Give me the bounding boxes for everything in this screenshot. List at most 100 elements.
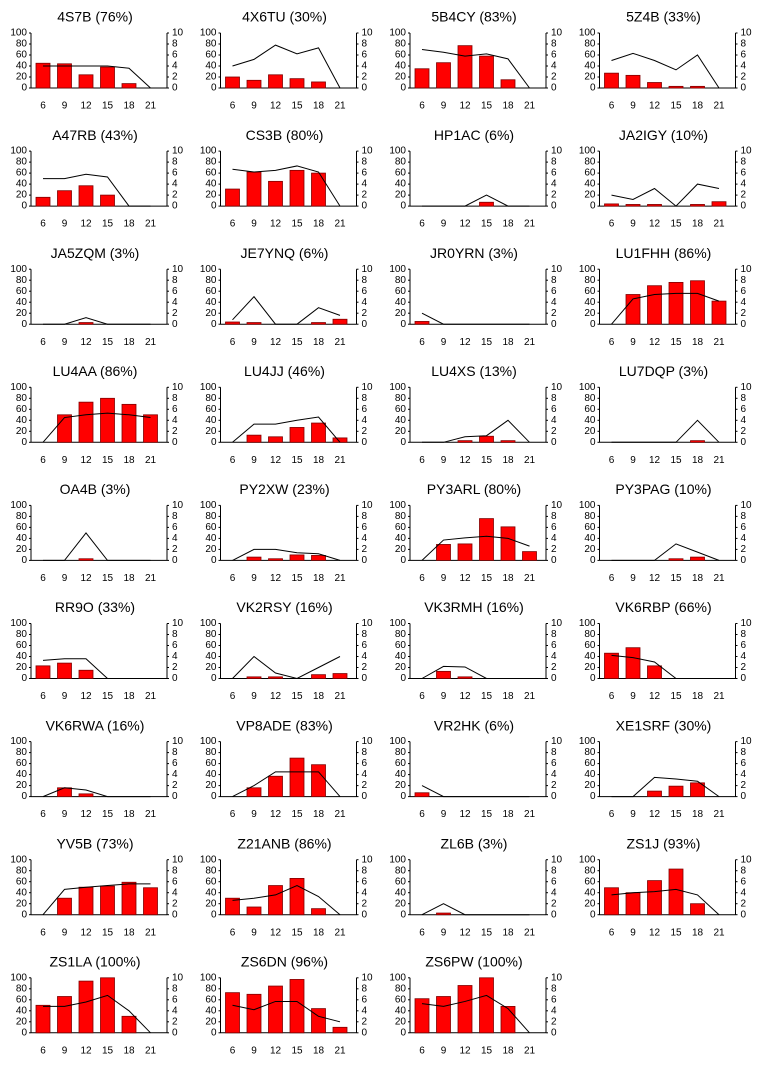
bar bbox=[690, 204, 705, 207]
bar bbox=[100, 66, 115, 89]
y-tick-label: 100 bbox=[10, 854, 27, 865]
y-tick-label: 40 bbox=[205, 179, 217, 190]
y2-tick-label: 8 bbox=[551, 865, 557, 876]
y-tick-label: 0 bbox=[400, 1027, 406, 1038]
y2-tick-label: 2 bbox=[741, 662, 747, 673]
y-tick-label: 40 bbox=[205, 1005, 217, 1016]
y2-tick-label: 6 bbox=[172, 640, 178, 651]
y-tick-label: 20 bbox=[16, 308, 28, 319]
bar bbox=[246, 434, 262, 443]
y-tick-label: 20 bbox=[584, 780, 596, 791]
y2-tick-label: 2 bbox=[741, 190, 747, 201]
y-tick-label: 40 bbox=[16, 533, 28, 544]
x-tick-label: 9 bbox=[62, 1045, 68, 1056]
y-tick-label: 80 bbox=[205, 747, 217, 758]
bar bbox=[35, 1004, 51, 1034]
y-tick-label: 20 bbox=[395, 662, 407, 673]
y2-tick-label: 6 bbox=[362, 50, 368, 61]
x-tick-label: 9 bbox=[251, 1045, 257, 1056]
bar bbox=[711, 300, 727, 325]
y2-tick-label: 0 bbox=[551, 673, 557, 684]
y2-tick-label: 8 bbox=[741, 865, 747, 876]
y-tick-label: 40 bbox=[205, 533, 217, 544]
bar bbox=[332, 673, 348, 679]
y2-tick-label: 8 bbox=[551, 39, 557, 50]
y-tick-label: 100 bbox=[200, 500, 217, 511]
y-tick-label: 20 bbox=[205, 780, 217, 791]
y2-tick-label: 10 bbox=[741, 382, 753, 393]
y2-tick-label: 6 bbox=[551, 286, 557, 297]
y2-tick-label: 0 bbox=[172, 791, 178, 802]
bar bbox=[225, 992, 240, 1034]
y-tick-label: 0 bbox=[400, 319, 406, 330]
y2-tick-label: 2 bbox=[172, 308, 178, 319]
y-tick-label: 60 bbox=[395, 994, 407, 1005]
chart-title: ZS6DN (96%) bbox=[241, 954, 328, 970]
bar bbox=[57, 190, 72, 207]
y2-tick-label: 2 bbox=[362, 190, 368, 201]
bar bbox=[268, 436, 283, 443]
x-tick-label: 9 bbox=[251, 809, 257, 820]
y-tick-label: 20 bbox=[395, 898, 407, 909]
y2-tick-label: 8 bbox=[362, 865, 368, 876]
x-tick-label: 6 bbox=[419, 809, 425, 820]
line bbox=[232, 44, 341, 89]
x-tick-label: 18 bbox=[313, 101, 325, 112]
y2-tick-label: 8 bbox=[172, 747, 178, 758]
y-tick-label: 0 bbox=[400, 83, 406, 94]
y2-tick-label: 6 bbox=[551, 404, 557, 415]
y2-tick-label: 8 bbox=[741, 275, 747, 286]
bar bbox=[57, 897, 72, 916]
y2-tick-label: 8 bbox=[741, 39, 747, 50]
y2-tick-label: 6 bbox=[362, 640, 368, 651]
y2-tick-label: 8 bbox=[172, 865, 178, 876]
bar bbox=[311, 674, 326, 679]
y-tick-label: 40 bbox=[395, 769, 407, 780]
y-tick-label: 60 bbox=[395, 50, 407, 61]
y-tick-label: 20 bbox=[205, 308, 217, 319]
y2-tick-label: 2 bbox=[172, 898, 178, 909]
y-tick-label: 60 bbox=[395, 168, 407, 179]
x-tick-label: 21 bbox=[334, 219, 346, 230]
x-tick-label: 21 bbox=[334, 1045, 346, 1056]
x-tick-label: 15 bbox=[102, 455, 114, 466]
y-tick-label: 20 bbox=[395, 1016, 407, 1027]
y2-tick-label: 2 bbox=[362, 72, 368, 83]
bar bbox=[625, 647, 641, 679]
x-tick-label: 12 bbox=[459, 927, 471, 938]
bar bbox=[78, 558, 94, 561]
y2-tick-label: 8 bbox=[172, 629, 178, 640]
line bbox=[422, 419, 530, 443]
y2-tick-label: 0 bbox=[741, 909, 747, 920]
bar bbox=[143, 414, 158, 443]
bar bbox=[647, 285, 662, 325]
y2-tick-label: 8 bbox=[362, 983, 368, 994]
y-tick-label: 40 bbox=[16, 179, 28, 190]
bar bbox=[668, 785, 684, 798]
x-tick-label: 21 bbox=[524, 337, 536, 348]
y-tick-label: 0 bbox=[21, 673, 27, 684]
bar bbox=[457, 543, 473, 561]
y-tick-label: 100 bbox=[200, 28, 217, 39]
y-tick-label: 80 bbox=[584, 511, 596, 522]
bar bbox=[436, 912, 451, 916]
y-tick-label: 100 bbox=[200, 382, 217, 393]
bar bbox=[78, 322, 94, 325]
y2-tick-label: 8 bbox=[741, 393, 747, 404]
bar bbox=[500, 526, 516, 561]
y-tick-label: 20 bbox=[16, 72, 28, 83]
x-tick-label: 15 bbox=[291, 1045, 303, 1056]
y-tick-label: 40 bbox=[395, 179, 407, 190]
x-tick-label: 6 bbox=[230, 337, 236, 348]
y-tick-label: 100 bbox=[389, 500, 406, 511]
x-tick-label: 12 bbox=[80, 219, 92, 230]
y-tick-label: 60 bbox=[584, 522, 596, 533]
bar bbox=[604, 652, 619, 679]
bar bbox=[246, 906, 262, 916]
y-tick-label: 60 bbox=[584, 50, 596, 61]
y2-tick-label: 8 bbox=[362, 39, 368, 50]
y-tick-label: 60 bbox=[395, 876, 407, 887]
x-tick-label: 15 bbox=[291, 573, 303, 584]
bar bbox=[332, 318, 348, 325]
y2-tick-label: 2 bbox=[551, 426, 557, 437]
